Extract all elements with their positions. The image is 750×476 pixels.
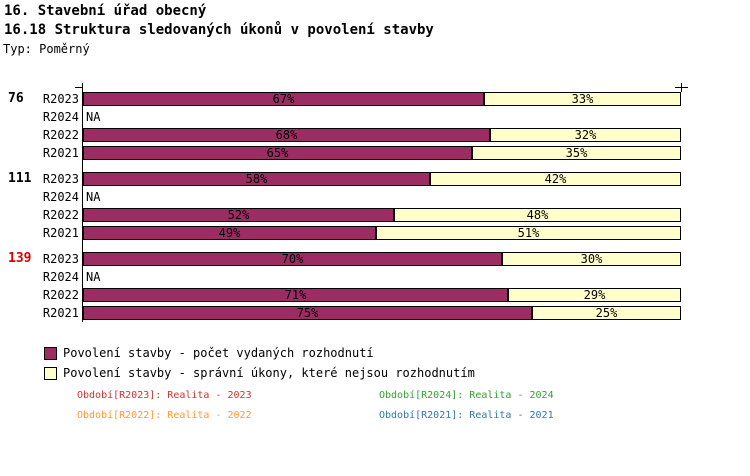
bar-segment-other-acts: 29% — [508, 288, 681, 302]
bar-segment-other-acts: 30% — [502, 252, 681, 266]
bar-segment-other-acts: 32% — [490, 128, 681, 142]
row-period-label: R2022 — [42, 128, 79, 142]
legend-item-other-acts: Povolení stavby - správní úkony, které n… — [44, 366, 475, 380]
bar-segment-other-acts: 35% — [472, 146, 681, 160]
bar-row: 67% 33% — [83, 92, 681, 106]
row-period-label: R2022 — [42, 288, 79, 302]
na-value-label: NA — [86, 190, 101, 204]
row-period-label: R2023 — [42, 172, 79, 186]
period-note-r2022: Období[R2022]: Realita - 2022 — [77, 410, 252, 421]
period-note-r2021: Období[R2021]: Realita - 2021 — [379, 410, 554, 421]
bar-segment-decisions: 67% — [83, 92, 484, 106]
chart-subtitle: Typ: Poměrný — [3, 42, 90, 56]
bar-row: 71% 29% — [83, 288, 681, 302]
row-period-label: R2024 — [42, 110, 79, 124]
row-period-label: R2023 — [42, 252, 79, 266]
bar-row: 65% 35% — [83, 146, 681, 160]
bar-row: 52% 48% — [83, 208, 681, 222]
bar-row: 68% 32% — [83, 128, 681, 142]
group-total-label: 111 — [8, 171, 32, 186]
bar-segment-decisions: 65% — [83, 146, 472, 160]
bar-segment-decisions: 68% — [83, 128, 490, 142]
bar-segment-other-acts: 42% — [430, 172, 681, 186]
bar-segment-decisions: 52% — [83, 208, 394, 222]
bar-segment-other-acts: 25% — [532, 306, 681, 320]
na-value-label: NA — [86, 270, 101, 284]
bar-row: 75% 25% — [83, 306, 681, 320]
bar-row: 70% 30% — [83, 252, 681, 266]
row-period-label: R2021 — [42, 306, 79, 320]
bar-segment-other-acts: 48% — [394, 208, 681, 222]
bar-row: 49% 51% — [83, 226, 681, 240]
legend-swatch-dark — [44, 346, 57, 360]
bar-segment-decisions: 71% — [83, 288, 508, 302]
period-note-r2023: Období[R2023]: Realita - 2023 — [77, 390, 252, 401]
bar-segment-other-acts: 33% — [484, 92, 681, 106]
bar-row: 58% 42% — [83, 172, 681, 186]
group-total-label: 139 — [8, 251, 32, 266]
axis-tick-left — [75, 87, 83, 88]
bar-segment-decisions: 70% — [83, 252, 502, 266]
row-period-label: R2022 — [42, 208, 79, 222]
bar-segment-other-acts: 51% — [376, 226, 681, 240]
row-period-label: R2024 — [42, 270, 79, 284]
row-period-label: R2021 — [42, 146, 79, 160]
row-period-label: R2024 — [42, 190, 79, 204]
bar-segment-decisions: 75% — [83, 306, 532, 320]
period-note-r2024: Období[R2024]: Realita - 2024 — [379, 390, 554, 401]
page-title: 16. Stavební úřad obecný — [4, 3, 207, 19]
row-period-label: R2023 — [42, 92, 79, 106]
y-axis-line — [82, 83, 83, 322]
legend-swatch-light — [44, 366, 57, 380]
chart-title: 16.18 Struktura sledovaných úkonů v povo… — [4, 22, 434, 38]
na-value-label: NA — [86, 110, 101, 124]
legend-label-decisions: Povolení stavby - počet vydaných rozhodn… — [63, 346, 374, 360]
bar-segment-decisions: 58% — [83, 172, 430, 186]
axis-tick-right-stub — [681, 83, 682, 92]
legend-item-decisions: Povolení stavby - počet vydaných rozhodn… — [44, 346, 374, 360]
row-period-label: R2021 — [42, 226, 79, 240]
group-total-label: 76 — [8, 91, 24, 106]
legend-label-other-acts: Povolení stavby - správní úkony, které n… — [63, 366, 475, 380]
bar-segment-decisions: 49% — [83, 226, 376, 240]
